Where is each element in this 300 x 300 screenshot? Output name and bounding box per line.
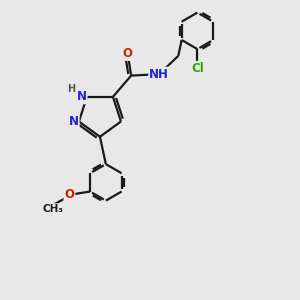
- Text: CH₃: CH₃: [42, 204, 63, 214]
- Text: N: N: [69, 115, 79, 128]
- Text: O: O: [64, 188, 74, 201]
- Text: NH: NH: [149, 68, 169, 81]
- Text: O: O: [123, 47, 133, 60]
- Text: H: H: [67, 84, 75, 94]
- Text: N: N: [77, 90, 87, 103]
- Text: Cl: Cl: [191, 62, 204, 75]
